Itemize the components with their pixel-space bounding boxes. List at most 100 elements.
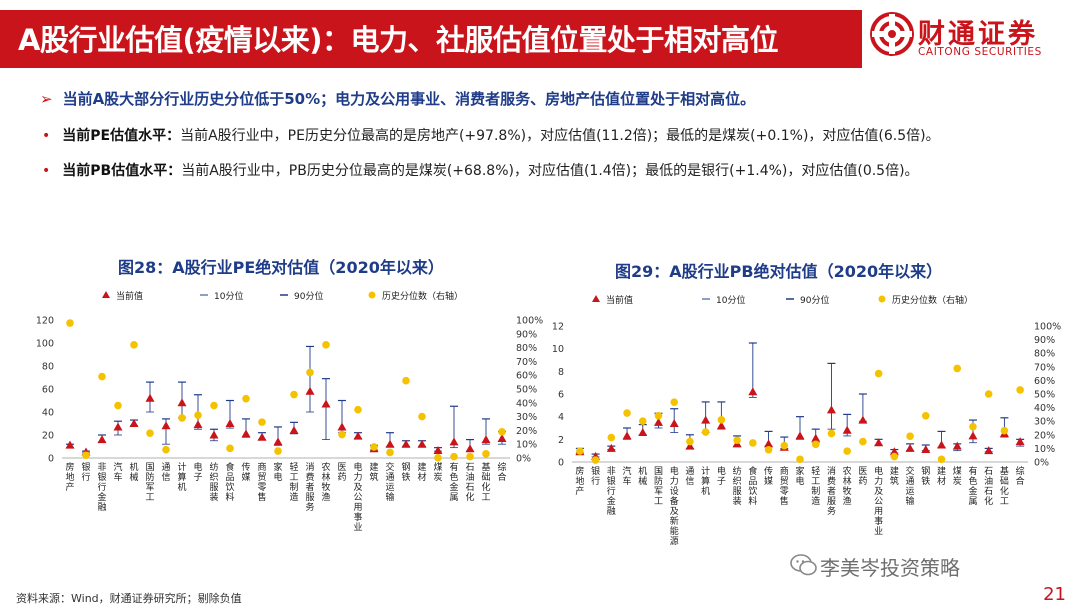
current-value-point [653, 417, 663, 426]
percentile-point [498, 427, 506, 436]
x-tick-label: 非银行金融 [607, 465, 616, 517]
current-value-point [638, 428, 648, 437]
x-tick-label: 纺织服装 [209, 461, 218, 503]
logo-text-en: CAITONG SECURITIES [918, 46, 1042, 58]
percentile-point [984, 390, 993, 398]
x-tick-label: 传媒 [241, 461, 250, 483]
x-tick-label: 基础化工 [481, 461, 490, 503]
chart-title-pb: 图29：A股行业PB绝对估值（2020年以来） [615, 262, 943, 281]
current-value-point [273, 437, 283, 446]
current-value-point [481, 435, 491, 444]
percentile-point [114, 401, 122, 410]
current-value-point [858, 415, 868, 424]
percentile-point [466, 452, 474, 461]
percentile-point [953, 364, 962, 373]
current-value-point [433, 446, 443, 455]
x-tick-label: 建筑 [369, 461, 378, 483]
legend-label: 10分位 [214, 290, 243, 302]
y-tick-label: 4 [558, 412, 564, 423]
percentile-point [258, 418, 266, 426]
page-title: A股行业估值(疫情以来)：电力、社服估值位置处于相对高位 [18, 23, 778, 57]
x-tick-label: 电力及公用事业 [353, 461, 362, 533]
percentile-point [906, 432, 914, 440]
current-value-point [305, 386, 315, 395]
current-value-point [905, 443, 915, 452]
current-value-point [952, 441, 962, 450]
x-tick-label: 建材 [417, 461, 426, 483]
percentile-point [274, 447, 282, 455]
x-tick-label: 电子 [193, 461, 202, 483]
wechat-icon [790, 554, 817, 576]
y2-tick-label: 50% [516, 385, 537, 396]
x-tick-label: 石油石化 [984, 467, 993, 507]
bullet-dot-icon: • [42, 128, 51, 144]
legend-label: 当前值 [606, 294, 633, 306]
y-tick-label: 8 [558, 367, 564, 378]
current-value-point [65, 440, 75, 449]
current-value-point [874, 438, 884, 447]
percentile-point [811, 440, 820, 449]
percentile-point [859, 437, 867, 446]
x-tick-label: 钢铁 [921, 465, 930, 487]
current-value-point [748, 387, 758, 396]
current-value-point [353, 431, 363, 440]
pe-bullet: • 当前PE估值水平：当前A股行业中，PE历史分位最高的是房地产(+97.8%)，… [42, 125, 940, 145]
percentile-point [130, 341, 138, 349]
x-tick-label: 石油石化 [465, 463, 474, 503]
x-tick-label: 计算机 [177, 461, 186, 493]
percentile-point [701, 428, 710, 436]
x-tick-label: 有色金属 [449, 461, 458, 503]
current-value-point [241, 429, 251, 438]
chart-title-pe: 图28：A股行业PE绝对估值（2020年以来） [118, 258, 444, 277]
x-tick-label: 房地产 [575, 465, 584, 497]
percentile-point [890, 452, 899, 461]
percentile-point [306, 368, 314, 377]
y2-tick-label: 70% [516, 357, 537, 368]
legend-label: 当前值 [116, 290, 143, 302]
y2-tick-label: 20% [1034, 430, 1055, 441]
percentile-point [733, 436, 741, 445]
x-tick-label: 机械 [638, 465, 647, 487]
x-tick-label: 电力及公用事业 [874, 465, 883, 537]
percentile-point [66, 319, 74, 327]
percentile-point [210, 401, 218, 410]
percentile-point [764, 445, 773, 454]
current-value-point [257, 432, 267, 441]
current-value-point [113, 422, 123, 431]
x-tick-label: 钢铁 [401, 461, 410, 483]
x-tick-label: 银行 [591, 465, 600, 487]
percentile-point [780, 441, 789, 450]
current-value-point [984, 446, 994, 455]
current-value-point [417, 439, 427, 448]
x-tick-label: 银行 [81, 461, 90, 483]
y-tick-label: 0 [558, 458, 564, 469]
y2-tick-label: 30% [516, 412, 537, 423]
y2-tick-label: 90% [516, 329, 537, 340]
x-tick-label: 家电 [795, 465, 804, 487]
current-value-point [811, 433, 821, 442]
percentile-point [194, 411, 202, 420]
x-tick-label: 非银行金融 [97, 461, 106, 513]
percentile-point [921, 411, 930, 420]
x-tick-label: 有色金属 [968, 465, 977, 507]
percentile-point [796, 455, 804, 464]
pb-valuation-chart: 当前值 10分位 90分位 历史分位数（右轴） 0 2 4 6 8 10 12 0% 10% 20% 30%… [552, 294, 1061, 547]
current-value-point [401, 439, 411, 448]
y2-tick-label: 0% [1034, 458, 1049, 469]
legend-label: 90分位 [294, 290, 323, 302]
percentile-point [969, 422, 977, 431]
x-tick-label: 农林牧渔 [321, 461, 330, 503]
x-tick-label: 煤炭 [433, 461, 442, 483]
y2-tick-label: 60% [1034, 376, 1055, 387]
x-tick-label: 轻工制造 [289, 461, 298, 503]
current-value-point [1015, 437, 1025, 446]
current-value-point [129, 419, 139, 427]
logo-text-cn: 财通证券 [918, 19, 1038, 50]
current-value-point [161, 421, 171, 430]
x-tick-label: 交通运输 [385, 461, 394, 503]
percentile-point [402, 376, 410, 385]
current-value-point [716, 421, 726, 430]
percentile-point [178, 414, 186, 422]
pb-bullet-label: 当前PB估值水平： [62, 163, 182, 179]
current-value-point [209, 430, 219, 439]
